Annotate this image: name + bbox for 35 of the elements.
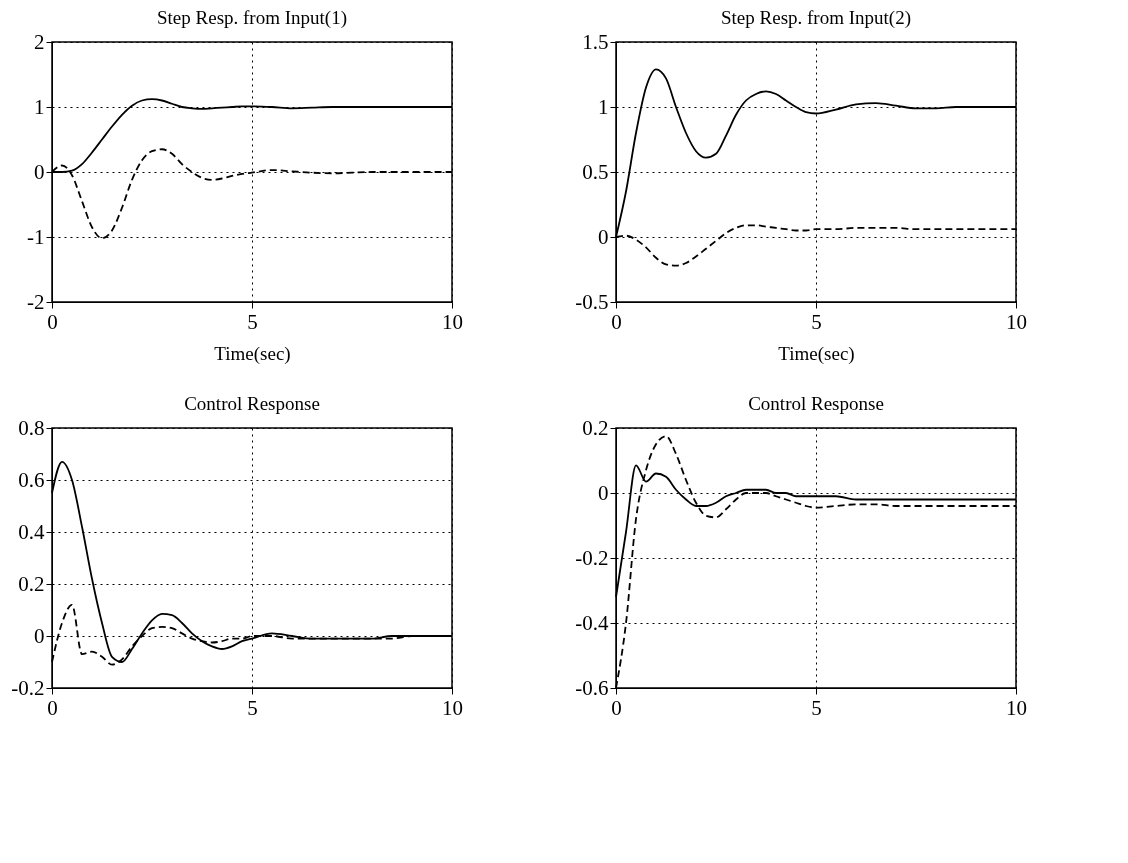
x-tick-label: 5 xyxy=(247,309,258,334)
y-tick-label: 2 xyxy=(34,29,45,54)
x-tick-label: 5 xyxy=(811,695,822,720)
chart-title: Step Resp. from Input(1) xyxy=(157,7,347,29)
y-tick-label: -1 xyxy=(27,224,45,249)
y-tick-label: 0.2 xyxy=(18,571,45,596)
x-axis-title: Time(sec) xyxy=(778,342,855,365)
y-tick-label: 0.5 xyxy=(582,159,609,184)
y-tick-label: 1 xyxy=(598,94,609,119)
x-tick-label: 10 xyxy=(442,695,463,720)
y-tick-label: -0.6 xyxy=(575,675,609,700)
y-tick-label: 0 xyxy=(598,224,609,249)
y-tick-label: 0.6 xyxy=(18,467,45,492)
chart-title: Control Response xyxy=(184,393,320,414)
y-tick-label: 0 xyxy=(34,159,45,184)
x-tick-label: 10 xyxy=(1006,695,1027,720)
chart-title: Step Resp. from Input(2) xyxy=(721,7,911,29)
y-tick-label: 0 xyxy=(598,480,609,505)
y-tick-label: -0.4 xyxy=(575,610,609,635)
y-tick-label: -0.5 xyxy=(575,289,609,314)
y-tick-label: -0.2 xyxy=(575,545,609,570)
y-tick-label: 0.8 xyxy=(18,415,45,440)
x-axis-title: Time(sec) xyxy=(214,342,291,365)
y-tick-label: 0.2 xyxy=(582,415,609,440)
x-tick-label: 5 xyxy=(247,695,258,720)
y-tick-label: 0.4 xyxy=(18,519,45,544)
x-tick-label: 10 xyxy=(1006,309,1027,334)
x-tick-label: 5 xyxy=(811,309,822,334)
y-tick-label: -2 xyxy=(27,289,45,314)
y-tick-label: 1.5 xyxy=(582,29,609,54)
y-tick-label: 0 xyxy=(34,623,45,648)
y-tick-label: -0.2 xyxy=(11,675,45,700)
y-tick-label: 1 xyxy=(34,94,45,119)
chart-title: Control Response xyxy=(748,393,884,414)
x-tick-label: 10 xyxy=(442,309,463,334)
